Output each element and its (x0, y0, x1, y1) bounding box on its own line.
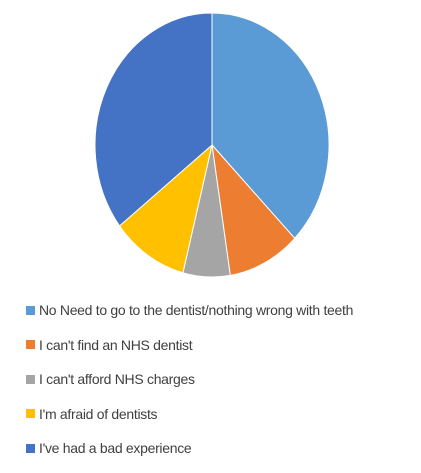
legend-label: No Need to go to the dentist/nothing wro… (39, 302, 354, 318)
legend-swatch (26, 374, 35, 384)
legend-label: I can't afford NHS charges (39, 371, 195, 387)
legend-item-cant-afford: I can't afford NHS charges (26, 369, 416, 389)
legend-label: I'm afraid of dentists (39, 405, 158, 422)
pie-slice-0 (211, 12, 330, 240)
legend-swatch (26, 409, 35, 418)
legend-item-no-need: No Need to go to the dentist/nothing wro… (26, 300, 416, 320)
legend: No Need to go to the dentist/nothing wro… (26, 300, 416, 473)
pie-slice-3 (118, 143, 213, 274)
legend-swatch (26, 443, 35, 453)
pie-chart (94, 12, 330, 278)
legend-label: I've had a bad experience (39, 440, 192, 456)
pie-slice-4 (94, 12, 213, 227)
legend-item-cant-find: I can't find an NHS dentist (26, 335, 416, 355)
legend-swatch (26, 305, 35, 315)
legend-item-bad-experience: I've had a bad experience (26, 438, 416, 458)
legend-label: I can't find an NHS dentist (39, 336, 193, 353)
legend-swatch (26, 340, 35, 349)
pie-slice-1 (211, 143, 296, 276)
legend-item-afraid: I'm afraid of dentists (26, 404, 416, 424)
